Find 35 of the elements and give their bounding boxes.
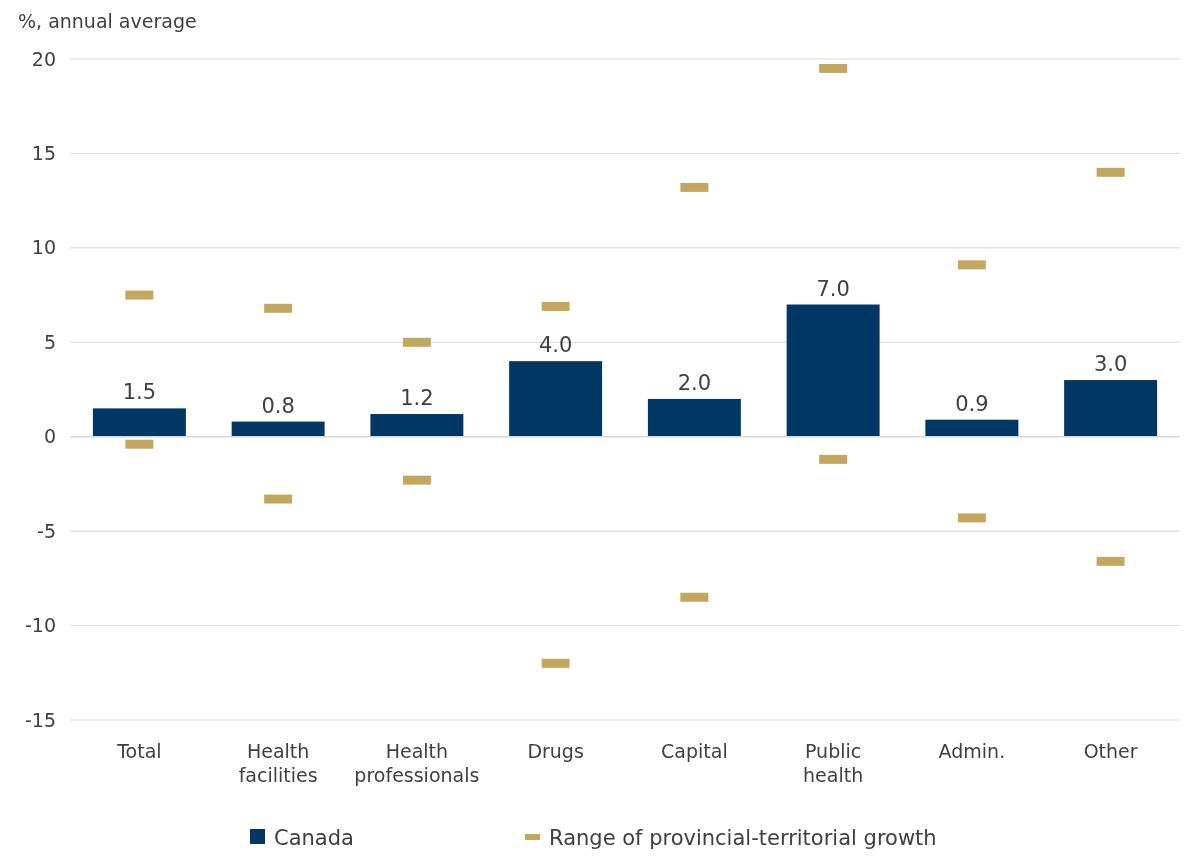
y-tick-label: 0: [43, 425, 56, 448]
data-label: 2.0: [677, 370, 712, 395]
y-tick-label: 20: [31, 47, 56, 70]
data-label: 1.5: [122, 380, 157, 405]
x-tick-label: Total: [116, 740, 162, 762]
data-label: 3.0: [1093, 352, 1128, 377]
legend-label: Canada: [274, 826, 354, 850]
y-tick-label: 5: [43, 330, 56, 353]
bar: [370, 414, 464, 437]
x-tick-label: Drugs: [527, 740, 584, 762]
data-label: 1.2: [400, 386, 434, 411]
y-tick-label: -10: [24, 614, 56, 637]
bar: [786, 304, 880, 437]
x-tick-label: Health professionals: [354, 740, 480, 786]
bar: [647, 398, 741, 437]
data-label: 0.8: [261, 393, 295, 418]
legend-label: Range of provincial-territorial growth: [549, 826, 937, 850]
x-tick-label: Public health: [803, 740, 864, 786]
data-label: 0.9: [955, 391, 989, 416]
data-label: 7.0: [816, 276, 850, 301]
y-tick-label: 15: [31, 142, 56, 165]
x-tick-label: Capital: [661, 740, 728, 762]
y-tick-label: -5: [37, 519, 56, 542]
bar: [925, 419, 1019, 437]
y-tick-label: 10: [31, 236, 56, 259]
bar: [92, 408, 186, 437]
bar: [1064, 380, 1158, 437]
x-tick-label: Admin.: [938, 740, 1006, 762]
x-tick-label: Health facilities: [238, 740, 318, 786]
y-axis-title: %, annual average: [18, 10, 197, 32]
y-tick-label: -15: [24, 708, 56, 731]
data-label: 4.0: [538, 333, 573, 358]
bar: [231, 421, 325, 437]
x-tick-label: Other: [1083, 740, 1138, 762]
bar: [509, 361, 603, 437]
